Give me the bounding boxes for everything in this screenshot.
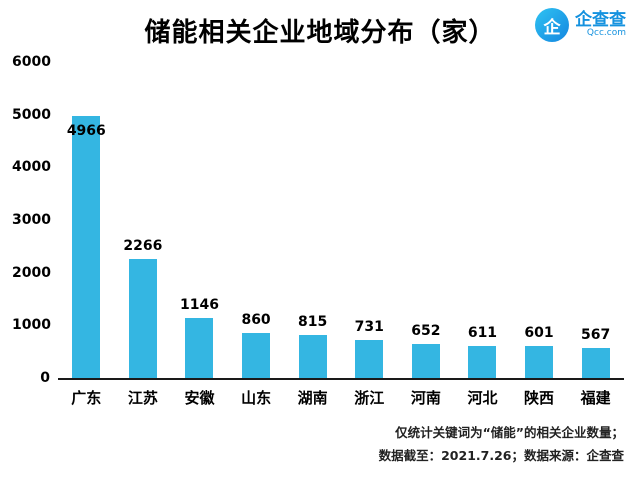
x-axis-labels: 广东 江苏 安徽 山东 湖南 浙江 河南 河北 陕西 福建 bbox=[58, 380, 624, 408]
bar bbox=[468, 345, 497, 378]
bar-value-label: 4966 bbox=[66, 123, 106, 140]
bar bbox=[128, 258, 157, 378]
bar bbox=[72, 116, 101, 378]
bar-column: 815 bbox=[284, 62, 341, 378]
qcc-logo-domain: Qcc.com bbox=[586, 28, 626, 39]
qcc-logo-icon: 企 bbox=[535, 8, 569, 42]
x-axis-label: 福建 bbox=[580, 389, 611, 407]
chart-body: 0 1000 2000 3000 4000 5000 6000 4966 2266 1146 86… bbox=[12, 54, 624, 386]
bar-value-label: 2266 bbox=[123, 237, 163, 254]
bar bbox=[581, 348, 610, 378]
y-axis: 0 1000 2000 3000 4000 5000 6000 bbox=[12, 54, 58, 386]
bar bbox=[298, 335, 327, 378]
bar-value-label: 652 bbox=[411, 322, 441, 339]
bar-value-label: 1146 bbox=[180, 296, 219, 313]
bar-value-label: 601 bbox=[524, 325, 554, 342]
plot-area: 4966 2266 1146 860 815 731 652 611 601 567 bbox=[58, 62, 624, 380]
y-tick-label: 6000 bbox=[12, 54, 51, 70]
y-tick-label: 0 bbox=[40, 370, 50, 386]
bar-column: 860 bbox=[228, 62, 285, 378]
x-axis-label: 河北 bbox=[467, 389, 498, 407]
bar-value-label: 731 bbox=[354, 318, 384, 335]
bar bbox=[525, 346, 554, 378]
y-tick-label: 1000 bbox=[12, 317, 51, 334]
bar bbox=[242, 332, 271, 378]
x-axis-label: 浙江 bbox=[354, 389, 385, 407]
x-axis-label: 湖南 bbox=[297, 389, 328, 407]
bar-column: 601 bbox=[511, 62, 568, 378]
y-tick-label: 4000 bbox=[12, 159, 51, 176]
bar-chart: 0 1000 2000 3000 4000 5000 6000 4966 2266 1146 86… bbox=[12, 54, 624, 408]
bar bbox=[185, 317, 214, 378]
x-axis-label: 陕西 bbox=[524, 389, 555, 407]
footnote-line-1: 仅统计关键词为“储能”的相关企业数量； bbox=[395, 424, 624, 440]
bar-column: 1146 bbox=[171, 62, 228, 378]
chart-title: 储能相关企业地域分布（家） bbox=[144, 18, 496, 48]
bar bbox=[411, 343, 440, 378]
footnote-line-2: 数据截至：2021.7.26；数据来源：企查查 bbox=[378, 447, 624, 463]
qcc-logo: 企 企查查 Qcc.com bbox=[535, 8, 626, 42]
bar bbox=[355, 339, 384, 378]
y-tick-label: 5000 bbox=[12, 106, 51, 123]
bar-value-label: 815 bbox=[298, 314, 328, 331]
x-axis-label: 江苏 bbox=[127, 389, 158, 407]
bar-value-label: 611 bbox=[467, 324, 498, 341]
bar-column: 652 bbox=[398, 62, 455, 378]
bar-column: 2266 bbox=[115, 62, 172, 378]
y-tick-label: 2000 bbox=[12, 264, 51, 281]
bar-column: 611 bbox=[454, 62, 511, 378]
x-axis-label: 广东 bbox=[71, 389, 102, 407]
footnote: 仅统计关键词为“储能”的相关企业数量； 数据截至：2021.7.26；数据来源：… bbox=[379, 421, 624, 467]
qcc-logo-name: 企查查 bbox=[575, 9, 626, 30]
qcc-logo-text: 企查查 Qcc.com bbox=[575, 11, 626, 40]
bar-column: 731 bbox=[341, 62, 398, 378]
x-axis-label: 山东 bbox=[241, 389, 272, 407]
y-tick-label: 3000 bbox=[12, 212, 51, 228]
bar-column: 567 bbox=[567, 62, 624, 378]
bar-value-label: 860 bbox=[241, 311, 271, 328]
bar-column: 4966 bbox=[58, 62, 115, 378]
bar-value-label: 567 bbox=[581, 327, 611, 344]
x-axis-label: 河南 bbox=[410, 389, 441, 407]
x-axis-label: 安徽 bbox=[184, 389, 215, 407]
